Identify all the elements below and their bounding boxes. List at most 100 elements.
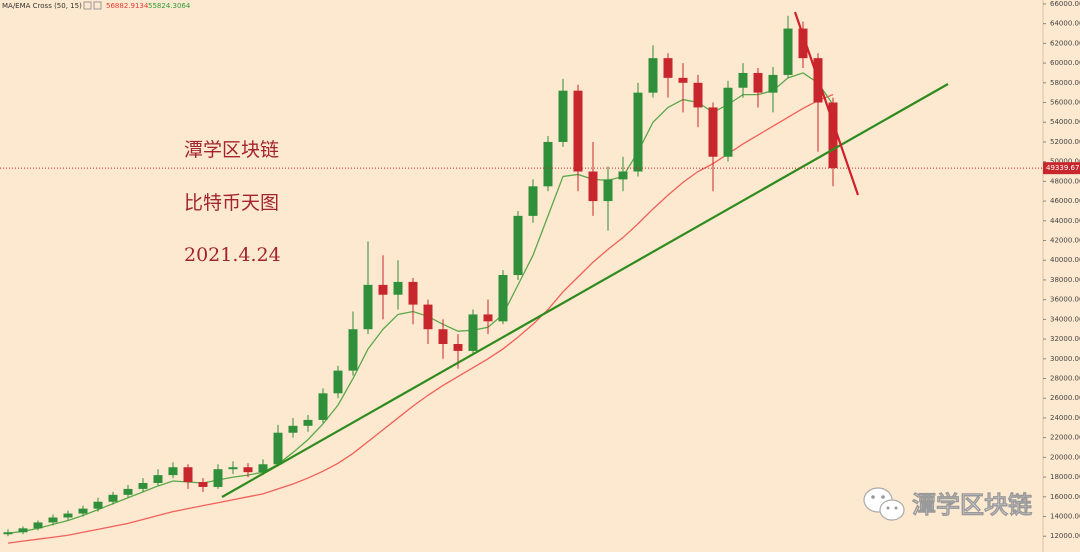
y-tick-label: 30000.00 bbox=[1050, 355, 1080, 363]
y-tick-label: 54000.00 bbox=[1050, 118, 1080, 126]
last-price-box bbox=[1043, 162, 1080, 175]
y-tick-label: 42000.00 bbox=[1050, 237, 1080, 245]
candle-body bbox=[483, 314, 493, 322]
candle-body bbox=[363, 284, 373, 330]
candle-body bbox=[378, 284, 388, 295]
candle-body bbox=[138, 483, 148, 489]
y-tick-label: 38000.00 bbox=[1050, 276, 1080, 284]
candle-body bbox=[558, 90, 568, 142]
candle-body bbox=[528, 186, 538, 216]
candle-body bbox=[183, 467, 193, 483]
y-tick-label: 22000.00 bbox=[1050, 434, 1080, 442]
y-tick-label: 46000.00 bbox=[1050, 197, 1080, 205]
annotation: 2021.4.24 bbox=[184, 244, 281, 266]
candle-body bbox=[258, 464, 268, 473]
candle-body bbox=[228, 467, 238, 470]
candle-body bbox=[828, 102, 838, 169]
candle-body bbox=[663, 58, 673, 78]
annotation: 比特币天图 bbox=[184, 192, 279, 214]
candle-body bbox=[708, 107, 718, 157]
candle-body bbox=[153, 475, 163, 483]
y-tick-label: 28000.00 bbox=[1050, 375, 1080, 383]
candle-body bbox=[513, 215, 523, 276]
plot bbox=[3, 15, 838, 544]
candle-body bbox=[168, 467, 178, 476]
y-tick-label: 18000.00 bbox=[1050, 473, 1080, 481]
indicator-value: 55824.3064 bbox=[148, 2, 191, 10]
indicator-value: 56882.9134 bbox=[106, 2, 149, 10]
candle-body bbox=[738, 72, 748, 88]
support-trendline bbox=[221, 83, 949, 498]
candle-body bbox=[603, 179, 613, 202]
y-tick-label: 64000.00 bbox=[1050, 20, 1080, 28]
candle-body bbox=[48, 517, 58, 523]
candle-body bbox=[348, 329, 358, 371]
y-tick-label: 20000.00 bbox=[1050, 453, 1080, 461]
candle-body bbox=[33, 522, 43, 529]
y-tick-label: 12000.00 bbox=[1050, 532, 1080, 540]
candle-body bbox=[798, 28, 808, 59]
candle-body bbox=[498, 275, 508, 322]
indicator-icon bbox=[83, 1, 92, 10]
y-tick-label: 44000.00 bbox=[1050, 217, 1080, 225]
candle-body bbox=[93, 501, 103, 509]
candle-body bbox=[318, 393, 328, 420]
candle-body bbox=[303, 419, 313, 426]
candle-body bbox=[333, 370, 343, 394]
candle-body bbox=[423, 304, 433, 330]
moving-average-line bbox=[7, 94, 834, 544]
wechat-icon bbox=[863, 487, 905, 521]
y-tick-label: 56000.00 bbox=[1050, 99, 1080, 107]
y-tick-label: 58000.00 bbox=[1050, 79, 1080, 87]
candle-body bbox=[438, 329, 448, 345]
y-tick-label: 14000.00 bbox=[1050, 513, 1080, 521]
y-tick-label: 66000.00 bbox=[1050, 0, 1080, 8]
candle-body bbox=[288, 425, 298, 433]
candle-body bbox=[468, 314, 478, 351]
y-tick-label: 52000.00 bbox=[1050, 138, 1080, 146]
candle-body bbox=[723, 87, 733, 157]
candle-body bbox=[123, 488, 133, 495]
candle-body bbox=[3, 532, 13, 535]
candle-body bbox=[393, 281, 403, 295]
candle-body bbox=[588, 171, 598, 202]
y-tick-label: 26000.00 bbox=[1050, 394, 1080, 402]
candle-body bbox=[543, 141, 553, 187]
candle-body bbox=[678, 77, 688, 83]
candle-body bbox=[783, 28, 793, 75]
candle-body bbox=[693, 82, 703, 108]
candle-body bbox=[648, 58, 658, 93]
y-tick-label: 50000.00 bbox=[1050, 158, 1080, 166]
candle-body bbox=[408, 281, 418, 305]
candle-body bbox=[573, 90, 583, 172]
y-tick-label: 62000.00 bbox=[1050, 39, 1080, 47]
candle-body bbox=[768, 74, 778, 93]
watermark: 潭学区块链 bbox=[912, 491, 1033, 519]
candle-body bbox=[273, 432, 283, 465]
y-tick-label: 40000.00 bbox=[1050, 256, 1080, 264]
candle-body bbox=[453, 344, 463, 351]
candle-body bbox=[63, 513, 73, 518]
candle-body bbox=[78, 508, 88, 514]
last-price-label: 49339.67 bbox=[1046, 164, 1079, 172]
y-tick-label: 60000.00 bbox=[1050, 59, 1080, 67]
indicator-icon bbox=[93, 1, 102, 10]
candle-body bbox=[18, 528, 28, 533]
candle-body bbox=[633, 92, 643, 172]
candle-body bbox=[213, 469, 223, 487]
y-tick-label: 36000.00 bbox=[1050, 296, 1080, 304]
candle-body bbox=[243, 467, 253, 473]
candle-body bbox=[198, 482, 208, 487]
y-tick-label: 48000.00 bbox=[1050, 177, 1080, 185]
resistance-trendline bbox=[793, 11, 860, 196]
candle-body bbox=[618, 171, 628, 180]
candle-body bbox=[108, 494, 118, 502]
y-tick-label: 34000.00 bbox=[1050, 315, 1080, 323]
y-tick-label: 24000.00 bbox=[1050, 414, 1080, 422]
y-tick-label: 16000.00 bbox=[1050, 493, 1080, 501]
candle-body bbox=[753, 72, 763, 93]
annotation: 潭学区块链 bbox=[184, 139, 279, 161]
y-tick-label: 32000.00 bbox=[1050, 335, 1080, 343]
